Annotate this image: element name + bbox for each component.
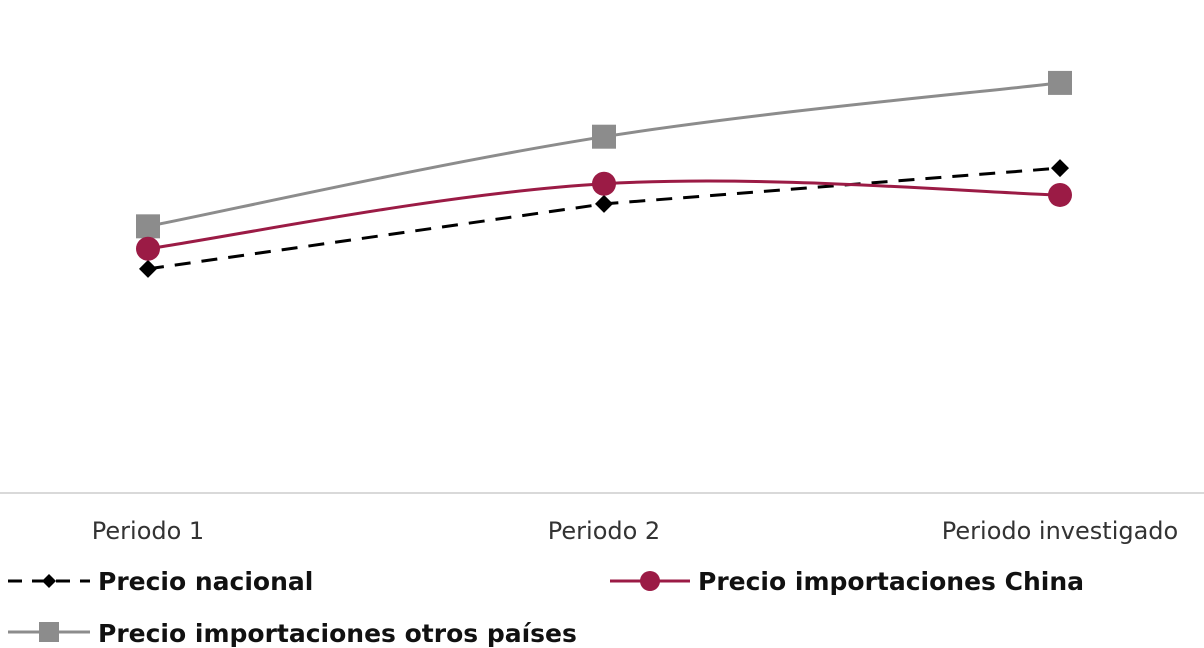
series-layer	[136, 70, 1072, 278]
legend-label: Precio importaciones otros países	[98, 619, 577, 648]
data-point	[136, 214, 160, 239]
legend-item-precio-importaciones-otros-paises: Precio importaciones otros países	[8, 619, 577, 648]
data-point	[1048, 70, 1072, 95]
x-tick-label: Periodo 2	[548, 517, 660, 545]
data-point	[592, 171, 616, 196]
data-point	[592, 124, 616, 149]
legend-label: Precio nacional	[98, 567, 313, 596]
x-tick-label: Periodo 1	[92, 517, 204, 545]
data-point	[1048, 182, 1072, 207]
legend: Precio nacional Precio importaciones Chi…	[8, 567, 1084, 648]
square-icon	[39, 622, 59, 642]
data-point	[139, 259, 157, 278]
circle-icon	[640, 571, 660, 591]
legend-item-precio-importaciones-china: Precio importaciones China	[610, 567, 1084, 596]
data-point	[1051, 159, 1069, 178]
legend-item-precio-nacional: Precio nacional	[8, 567, 313, 596]
diamond-icon	[42, 574, 56, 588]
data-point	[136, 236, 160, 261]
x-tick-label: Periodo investigado	[942, 517, 1178, 545]
data-point	[595, 194, 613, 213]
legend-label: Precio importaciones China	[698, 567, 1084, 596]
